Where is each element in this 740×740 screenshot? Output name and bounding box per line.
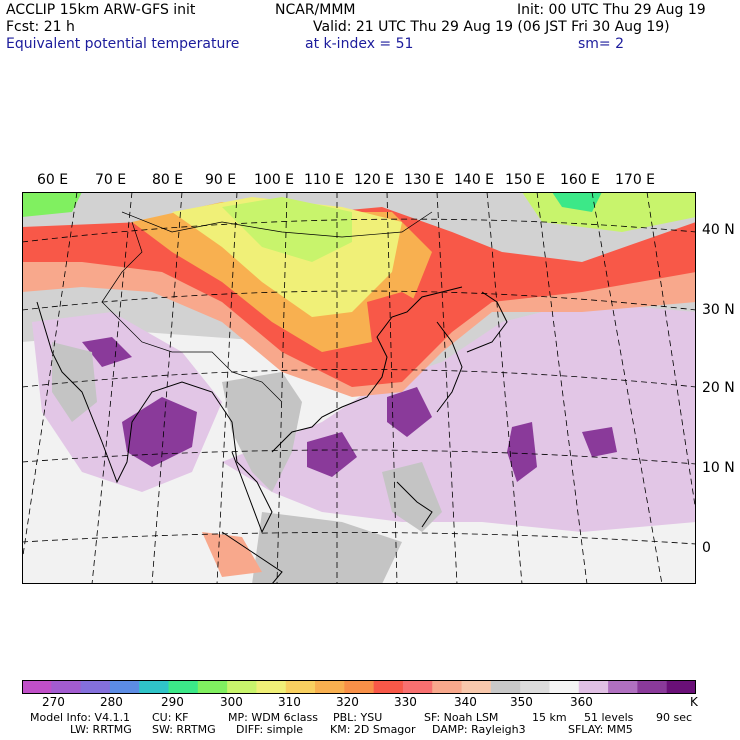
green-patch-top-right	[552, 192, 602, 212]
footer-sflay: SFLAY: MM5	[568, 723, 633, 736]
colorbar-swatch	[666, 680, 696, 694]
colorbar	[22, 680, 696, 694]
colorbar-swatch	[490, 680, 521, 694]
field-name: Equivalent potential temperature	[6, 36, 240, 52]
grey-maritime	[252, 512, 402, 584]
footer-sf: SF: Noah LSM	[424, 711, 499, 724]
colorbar-frame	[22, 680, 696, 694]
colorbar-tick: 300	[220, 695, 243, 709]
footer-cu: CU: KF	[152, 711, 189, 724]
colorbar-swatch	[139, 680, 170, 694]
colorbar-swatch	[22, 680, 52, 694]
level-label: at k-index = 51	[305, 36, 414, 52]
colorbar-tick: 320	[336, 695, 359, 709]
lon-label: 60 E	[37, 172, 69, 188]
valid-time: Valid: 21 UTC Thu 29 Aug 19 (06 JST Fri …	[313, 19, 670, 35]
colorbar-swatch	[608, 680, 638, 694]
smooth-label: sm= 2	[578, 36, 625, 52]
lon-label: 70 E	[95, 172, 127, 188]
colorbar-tick: 270	[42, 695, 65, 709]
colorbar-swatch	[520, 680, 550, 694]
lat-label: 30 N	[702, 302, 735, 318]
colorbar-swatch	[637, 680, 668, 694]
colorbar-swatch	[197, 680, 228, 694]
purple-patch-bay	[122, 397, 197, 467]
footer-lw: LW: RRTMG	[70, 723, 132, 736]
org-label: NCAR/MMM	[275, 2, 356, 18]
lon-label: 150 E	[505, 172, 546, 188]
red-east-china	[367, 292, 437, 367]
lon-label: 140 E	[454, 172, 495, 188]
colorbar-tick: 360	[570, 695, 593, 709]
colorbar-tick: 310	[278, 695, 301, 709]
lon-label: 80 E	[152, 172, 184, 188]
lon-label: 100 E	[254, 172, 295, 188]
lon-label: 130 E	[404, 172, 445, 188]
lat-label: 0	[702, 540, 711, 556]
purple-patch-wpac	[387, 387, 432, 437]
lightgreen-interior	[222, 197, 352, 262]
footer-levels: 51 levels	[584, 711, 634, 724]
green-top-left	[22, 192, 82, 217]
footer-mp: MP: WDM 6class	[228, 711, 318, 724]
lon-label: 160 E	[560, 172, 601, 188]
lon-label: 170 E	[615, 172, 656, 188]
country-borders	[101, 211, 433, 403]
warm-sumatra	[202, 532, 262, 577]
colorbar-units: K	[690, 695, 698, 709]
lat-label: 10 N	[702, 460, 735, 476]
purple-patch-india	[82, 337, 132, 367]
init-time: Init: 00 UTC Thu 29 Aug 19	[517, 2, 706, 18]
colorbar-swatch	[373, 680, 404, 694]
purple-patch-scs	[307, 432, 357, 477]
model-title: ACCLIP 15km ARW-GFS init	[6, 2, 196, 18]
map-frame	[22, 192, 696, 584]
lon-label: 90 E	[205, 172, 237, 188]
colorbar-swatch	[168, 680, 199, 694]
footer-pbl: PBL: YSU	[333, 711, 383, 724]
colorbar-swatch	[461, 680, 492, 694]
purple-patch-far-east	[582, 427, 617, 457]
lat-label: 20 N	[702, 380, 735, 396]
colorbar-tick: 330	[394, 695, 417, 709]
colorbar-tick: 340	[454, 695, 477, 709]
lavender-region	[222, 302, 696, 532]
colorbar-swatch	[432, 680, 463, 694]
footer-model-info: Model Info: V4.1.1	[30, 711, 131, 724]
footer-km: KM: 2D Smagor	[330, 723, 416, 736]
colorbar-tick: 290	[161, 695, 184, 709]
lat-label: 40 N	[702, 222, 735, 238]
lon-label: 120 E	[354, 172, 395, 188]
colorbar-swatch	[256, 680, 287, 694]
colorbar-swatch	[315, 680, 345, 694]
graticule	[22, 192, 696, 584]
colorbar-swatch	[80, 680, 111, 694]
colorbar-swatch	[285, 680, 316, 694]
lon-label: 110 E	[304, 172, 345, 188]
footer-timestep: 90 sec	[656, 711, 693, 724]
colorbar-swatch	[51, 680, 82, 694]
colorbar-swatch	[578, 680, 609, 694]
colorbar-swatch	[402, 680, 433, 694]
footer-damp: DAMP: Rayleigh3	[432, 723, 526, 736]
footer-diff: DIFF: simple	[236, 723, 304, 736]
colorbar-tick: 280	[100, 695, 123, 709]
colorbar-swatch	[109, 680, 140, 694]
colorbar-tick: 350	[510, 695, 533, 709]
theta-e-map	[22, 192, 696, 584]
footer-resolution: 15 km	[532, 711, 567, 724]
colorbar-swatch	[227, 680, 257, 694]
colorbar-swatch	[549, 680, 580, 694]
colorbar-swatch	[344, 680, 375, 694]
footer-sw: SW: RRTMG	[152, 723, 216, 736]
purple-patch-east	[507, 422, 537, 482]
forecast-hour: Fcst: 21 h	[6, 19, 75, 35]
